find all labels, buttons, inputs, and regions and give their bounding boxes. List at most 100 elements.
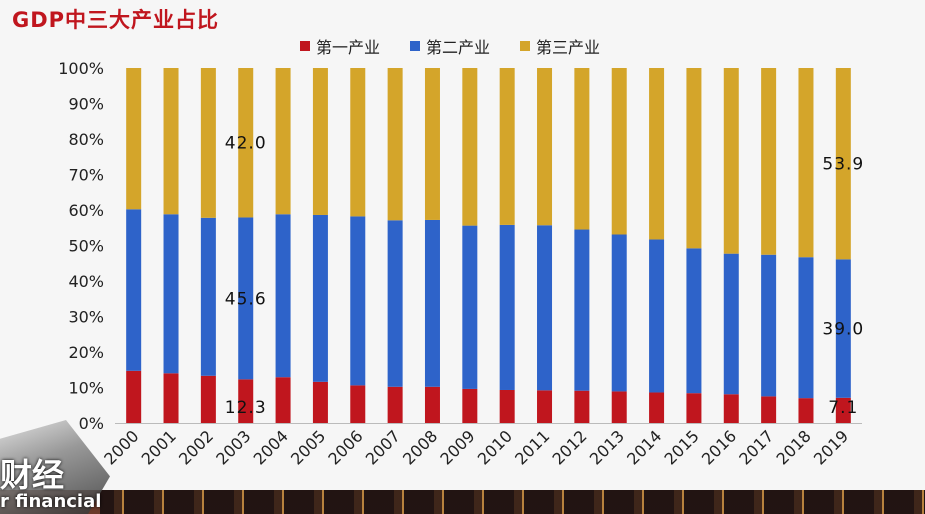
bar-primary-2008 — [424, 386, 440, 423]
bar-secondary-2015 — [686, 248, 702, 394]
bar-tertiary-2013 — [611, 68, 627, 235]
bar-tertiary-2004 — [275, 68, 291, 215]
data-label: 42.0 — [225, 134, 267, 154]
bar-secondary-2006 — [350, 216, 366, 386]
y-tick-label: 30% — [68, 308, 104, 327]
y-tick-label: 0% — [79, 414, 104, 433]
bar-primary-2016 — [723, 394, 739, 423]
bar-tertiary-2000 — [126, 68, 142, 210]
bar-primary-2015 — [686, 393, 702, 423]
bar-primary-2004 — [275, 377, 291, 423]
y-tick-label: 90% — [68, 95, 104, 114]
y-tick-label: 60% — [68, 201, 104, 220]
legend-swatch-primary — [300, 41, 310, 51]
data-label: 39.0 — [822, 320, 864, 340]
legend-item-secondary: 第二产业 — [410, 34, 490, 58]
stacked-bar-chart: 0%10%20%30%40%50%60%70%80%90%100%2000200… — [58, 59, 864, 469]
y-tick-label: 10% — [68, 379, 104, 398]
x-tick-label: 2003 — [212, 426, 254, 468]
bar-primary-2019 — [835, 397, 851, 423]
x-tick-label: 2005 — [287, 426, 329, 468]
bar-primary-2002 — [200, 375, 216, 423]
bar-tertiary-2012 — [574, 68, 590, 230]
bar-primary-2005 — [312, 381, 328, 423]
chart-legend: 第一产业 第二产业 第三产业 — [300, 34, 600, 58]
bar-secondary-2001 — [163, 214, 179, 374]
x-tick-label: 2002 — [175, 426, 217, 468]
bar-primary-2012 — [574, 390, 590, 423]
bar-primary-2011 — [537, 390, 553, 423]
bar-secondary-2013 — [611, 234, 627, 392]
bar-tertiary-2016 — [723, 68, 739, 254]
x-tick-label: 2012 — [548, 426, 590, 468]
y-tick-label: 80% — [68, 130, 104, 149]
x-tick-label: 2008 — [399, 426, 441, 468]
bar-primary-2009 — [462, 388, 478, 423]
bar-secondary-2007 — [387, 220, 403, 387]
bar-primary-2018 — [798, 398, 814, 423]
watermark-subtext: r financial — [0, 491, 102, 512]
x-tick-label: 2018 — [773, 426, 815, 468]
bar-tertiary-2017 — [761, 68, 777, 255]
y-tick-label: 70% — [68, 166, 104, 185]
bar-tertiary-2011 — [537, 68, 553, 226]
bar-secondary-2000 — [126, 209, 142, 371]
bar-tertiary-2018 — [798, 68, 814, 258]
chart-title: GDP中三大产业占比 — [12, 8, 220, 32]
bar-secondary-2016 — [723, 253, 739, 395]
bar-secondary-2017 — [761, 254, 777, 397]
bar-secondary-2018 — [798, 257, 814, 399]
x-tick-label: 2016 — [698, 426, 740, 468]
x-tick-label: 2019 — [810, 426, 852, 468]
y-tick-label: 40% — [68, 272, 104, 291]
x-tick-label: 2000 — [100, 426, 142, 468]
bar-primary-2017 — [761, 396, 777, 423]
x-tick-label: 2011 — [511, 426, 553, 468]
bar-primary-2000 — [126, 370, 142, 423]
data-label: 53.9 — [822, 155, 864, 175]
data-label: 7.1 — [828, 398, 858, 418]
bar-tertiary-2019 — [835, 68, 851, 260]
x-tick-label: 2007 — [362, 426, 404, 468]
bar-tertiary-2009 — [462, 68, 478, 226]
legend-label-tertiary: 第三产业 — [536, 38, 601, 57]
bar-tertiary-2010 — [499, 68, 515, 225]
bar-tertiary-2008 — [424, 68, 440, 220]
bar-secondary-2002 — [200, 217, 216, 376]
bar-primary-2003 — [238, 379, 254, 423]
legend-swatch-secondary — [410, 41, 421, 51]
watermark-text: 财经 — [0, 456, 65, 494]
bar-tertiary-2001 — [163, 68, 179, 215]
bar-secondary-2003 — [238, 217, 254, 380]
bar-secondary-2010 — [499, 224, 515, 390]
city-skyline-decoration — [100, 490, 925, 514]
x-tick-label: 2010 — [474, 426, 516, 468]
bar-secondary-2005 — [312, 214, 328, 382]
bar-tertiary-2007 — [387, 68, 403, 221]
bar-tertiary-2003 — [238, 68, 254, 218]
x-tick-label: 2013 — [586, 426, 628, 468]
bar-primary-2014 — [649, 392, 665, 423]
bar-secondary-2004 — [275, 214, 291, 378]
bar-secondary-2011 — [537, 225, 553, 391]
legend-item-primary: 第一产业 — [300, 34, 380, 58]
bar-primary-2001 — [163, 373, 179, 423]
bar-tertiary-2014 — [649, 68, 665, 240]
bar-tertiary-2015 — [686, 68, 702, 249]
y-tick-label: 20% — [68, 343, 104, 362]
x-tick-label: 2004 — [250, 426, 292, 468]
data-label: 45.6 — [225, 289, 267, 309]
bar-primary-2006 — [350, 385, 366, 423]
y-tick-label: 100% — [58, 59, 104, 78]
x-tick-label: 2006 — [324, 426, 366, 468]
bar-primary-2010 — [499, 389, 515, 423]
bar-tertiary-2006 — [350, 68, 366, 217]
legend-label-primary: 第一产业 — [316, 38, 381, 57]
data-label: 12.3 — [225, 398, 267, 418]
y-tick-label: 50% — [68, 237, 104, 256]
bar-primary-2007 — [387, 386, 403, 423]
x-tick-label: 2001 — [138, 426, 180, 468]
bar-tertiary-2005 — [312, 68, 328, 215]
bar-secondary-2012 — [574, 229, 590, 391]
legend-item-tertiary: 第三产业 — [520, 34, 600, 58]
